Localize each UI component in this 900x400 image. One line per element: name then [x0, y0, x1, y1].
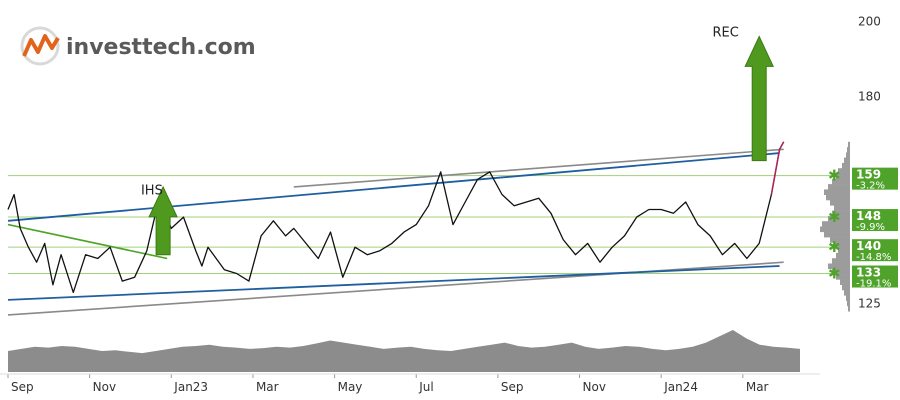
- support-star-icon: ✱: [828, 167, 841, 185]
- histogram-bar: [828, 184, 850, 190]
- trend-channel-upper: [7, 152, 780, 222]
- x-tick-label: Sep: [501, 380, 524, 394]
- histogram-bar: [848, 305, 850, 312]
- x-tick-label: Nov: [583, 380, 606, 394]
- histogram-bar: [824, 189, 850, 195]
- histogram-bar: [820, 226, 850, 233]
- support-star-icon: ✱: [828, 238, 841, 256]
- support-percent: -14.8%: [856, 252, 891, 263]
- support-percent: -9.9%: [856, 222, 885, 233]
- histogram-bar: [840, 279, 850, 285]
- investtech-logo: investtech.com: [20, 26, 256, 66]
- support-star-icon: ✱: [828, 265, 841, 283]
- y-tick-label: 200: [858, 14, 881, 28]
- histogram-bar: [838, 168, 850, 174]
- histogram-bar: [832, 178, 850, 185]
- chart-annotation: IHS: [141, 183, 163, 198]
- x-tick-label: Nov: [93, 380, 116, 394]
- histogram-bar: [832, 258, 850, 264]
- support-percent: -3.2%: [856, 181, 885, 192]
- x-tick-label: Sep: [11, 380, 34, 394]
- histogram-bar: [847, 147, 850, 153]
- support-badge: [852, 167, 898, 190]
- histogram-bar: [844, 157, 850, 164]
- support-price: 159: [856, 168, 881, 182]
- x-tick-label: May: [338, 380, 363, 394]
- support-price: 140: [856, 239, 881, 253]
- y-tick-label: 125: [858, 297, 881, 311]
- histogram-bar: [822, 221, 850, 227]
- histogram-bar: [846, 295, 850, 301]
- histogram-bar: [844, 290, 850, 296]
- support-percent: -19.1%: [856, 279, 891, 290]
- support-badge: [852, 265, 898, 288]
- histogram-bar: [846, 152, 850, 158]
- histogram-bar: [828, 215, 850, 222]
- logo-zigzag-icon: [22, 34, 60, 57]
- histogram-bar: [842, 162, 850, 169]
- histogram-bar: [826, 194, 850, 201]
- target-arrow: [148, 185, 178, 256]
- histogram-bar: [834, 242, 850, 248]
- y-tick-label: 180: [858, 90, 881, 104]
- histogram-bar: [838, 247, 850, 254]
- histogram-bar: [832, 210, 850, 217]
- histogram-bar: [824, 231, 850, 238]
- volume-area: [8, 330, 800, 372]
- histogram-bar: [836, 274, 850, 280]
- chart-annotation: REC: [713, 25, 739, 40]
- x-tick-label: Mar: [746, 380, 769, 394]
- support-price: 148: [856, 209, 881, 223]
- histogram-bar: [830, 237, 850, 243]
- logo-ring-icon: [20, 26, 60, 66]
- histogram-bar: [836, 173, 850, 180]
- trend-channel-lower: [7, 265, 780, 301]
- histogram-bar: [834, 205, 850, 211]
- x-tick-label: Mar: [256, 380, 279, 394]
- trend-gray-upper: [293, 148, 784, 188]
- price-line-breakout: [770, 141, 785, 195]
- price-line: [7, 141, 785, 294]
- histogram-bar: [832, 268, 850, 275]
- support-badge: [852, 239, 898, 262]
- hs-neckline: [7, 223, 168, 260]
- support-price: 133: [856, 266, 881, 280]
- histogram-bar: [830, 200, 850, 206]
- x-tick-label: Jan23: [173, 380, 208, 394]
- target-arrow: [744, 35, 774, 162]
- logo-text: investtech.com: [66, 35, 256, 60]
- histogram-bar: [842, 284, 850, 291]
- histogram-bar: [847, 300, 850, 307]
- support-star-icon: ✱: [828, 208, 841, 226]
- x-tick-label: Jul: [418, 380, 433, 394]
- histogram-bar: [848, 141, 850, 148]
- histogram-bar: [836, 252, 850, 259]
- histogram-bar: [828, 263, 850, 270]
- support-badge: [852, 209, 898, 232]
- x-tick-label: Jan24: [663, 380, 698, 394]
